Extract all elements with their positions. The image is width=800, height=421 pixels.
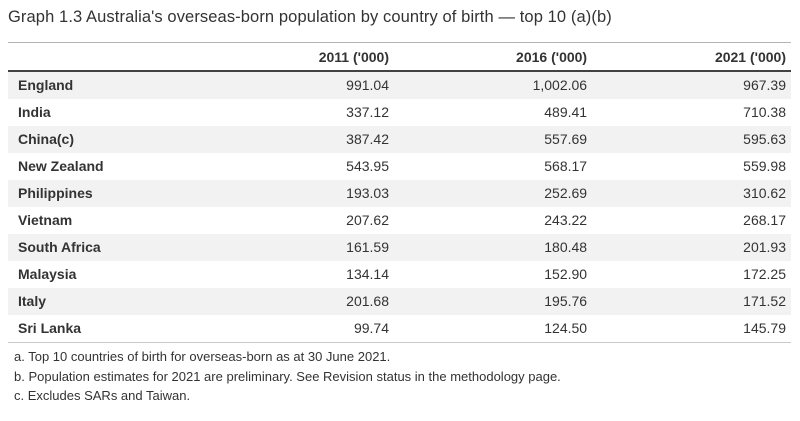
value-cell-2016: 243.22 xyxy=(544,212,588,228)
table-row: Philippines 193.03 252.69 310.62 xyxy=(8,180,791,207)
value-cell-2021: 172.25 xyxy=(743,266,786,282)
value-cell-2011: 99.74 xyxy=(353,320,389,336)
value-cell-2016: 152.90 xyxy=(544,266,588,282)
value-cell-2011: 161.59 xyxy=(346,239,389,255)
value-cell-2021: 268.17 xyxy=(743,212,786,228)
value-cell-2016: 1,002.06 xyxy=(532,77,588,93)
table-row: England 991.04 1,002.06 967.39 xyxy=(8,71,791,99)
country-cell: Sri Lanka xyxy=(18,320,82,336)
population-table: 2011 ('000) 2016 ('000) 2021 ('000) Engl… xyxy=(8,42,791,343)
column-header-2021: 2021 ('000) xyxy=(592,42,791,72)
value-cell-2021: 145.79 xyxy=(743,320,786,336)
footnote-b: b. Population estimates for 2021 are pre… xyxy=(14,368,561,384)
table-row: Italy 201.68 195.76 171.52 xyxy=(8,288,791,315)
table-row: Sri Lanka 99.74 124.50 145.79 xyxy=(8,315,791,343)
value-cell-2011: 193.03 xyxy=(346,185,389,201)
column-header-country xyxy=(8,42,196,72)
value-cell-2021: 559.98 xyxy=(743,158,786,174)
country-cell: New Zealand xyxy=(18,158,104,174)
value-cell-2021: 710.38 xyxy=(743,104,786,120)
value-cell-2021: 171.52 xyxy=(743,293,786,309)
value-cell-2016: 195.76 xyxy=(544,293,588,309)
value-cell-2011: 991.04 xyxy=(346,77,389,93)
value-cell-2016: 124.50 xyxy=(544,320,588,336)
value-cell-2016: 489.41 xyxy=(544,104,588,120)
country-cell: South Africa xyxy=(18,239,101,255)
column-header-2016: 2016 ('000) xyxy=(394,42,593,72)
footnotes: a. Top 10 countries of birth for oversea… xyxy=(0,343,800,406)
page-title: Graph 1.3 Australia's overseas-born popu… xyxy=(8,8,612,26)
value-cell-2011: 207.62 xyxy=(346,212,389,228)
header-row: 2011 ('000) 2016 ('000) 2021 ('000) xyxy=(8,42,791,72)
value-cell-2021: 310.62 xyxy=(743,185,786,201)
footnote-a: a. Top 10 countries of birth for oversea… xyxy=(14,349,391,364)
value-cell-2016: 557.69 xyxy=(544,131,588,147)
value-cell-2011: 201.68 xyxy=(346,293,389,309)
value-cell-2011: 134.14 xyxy=(346,266,389,282)
table-row: China(c) 387.42 557.69 595.63 xyxy=(8,126,791,153)
footnote-c: c. Excludes SARs and Taiwan. xyxy=(14,388,191,403)
table-row: South Africa 161.59 180.48 201.93 xyxy=(8,234,791,261)
column-header-2011: 2011 ('000) xyxy=(195,42,394,72)
value-cell-2021: 595.63 xyxy=(743,131,786,147)
value-cell-2011: 337.12 xyxy=(346,104,389,120)
country-cell: Italy xyxy=(18,293,47,309)
value-cell-2021: 201.93 xyxy=(743,239,786,255)
table-row: New Zealand 543.95 568.17 559.98 xyxy=(8,153,791,180)
value-cell-2021: 967.39 xyxy=(743,77,786,93)
table-row: Vietnam 207.62 243.22 268.17 xyxy=(8,207,791,234)
country-cell: India xyxy=(18,104,51,120)
value-cell-2011: 543.95 xyxy=(346,158,389,174)
country-cell: Philippines xyxy=(18,185,93,201)
country-cell: China(c) xyxy=(18,131,74,147)
country-cell: England xyxy=(18,77,74,93)
table-row: India 337.12 489.41 710.38 xyxy=(8,99,791,126)
country-cell: Vietnam xyxy=(18,212,73,228)
value-cell-2016: 568.17 xyxy=(544,158,588,174)
value-cell-2011: 387.42 xyxy=(346,131,389,147)
page: Graph 1.3 Australia's overseas-born popu… xyxy=(0,8,800,406)
table-row: Malaysia 134.14 152.90 172.25 xyxy=(8,261,791,288)
value-cell-2016: 252.69 xyxy=(544,185,588,201)
country-cell: Malaysia xyxy=(18,266,77,282)
value-cell-2016: 180.48 xyxy=(544,239,588,255)
